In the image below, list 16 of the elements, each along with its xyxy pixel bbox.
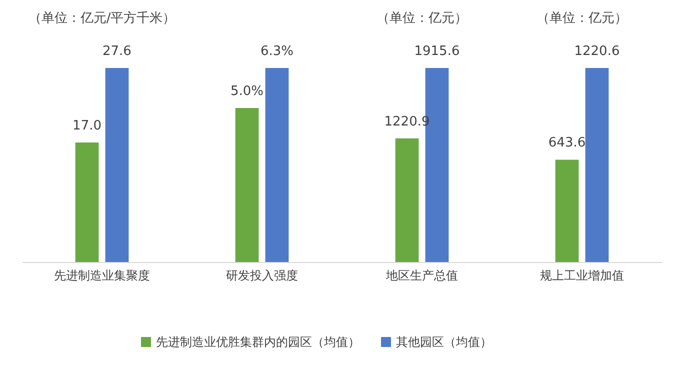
data-label: 27.6: [102, 44, 132, 59]
data-label: 1220.6: [574, 44, 620, 59]
x-tick-label: 研发投入强度: [226, 268, 298, 282]
text: （单位：亿元）: [536, 11, 628, 26]
data-label: 5.0%: [230, 84, 264, 100]
text: （单位：亿元）: [376, 11, 468, 26]
data-label: 1915.6: [414, 44, 460, 59]
x-tick-label: 先进制造业集聚度: [54, 268, 150, 282]
legend-label: 其他园区（均值）: [396, 335, 492, 349]
x-tick-label: 规上工业增加值: [540, 268, 624, 282]
text: （单位：亿元/平方千米）: [28, 10, 176, 26]
data-label: 643.6: [548, 136, 586, 151]
x-tick-label: 地区生产总值: [385, 268, 458, 282]
legend-label: 先进制造业优胜集群内的园区（均值）: [156, 335, 360, 349]
data-label: 6.3%: [260, 44, 294, 59]
data-label: 17.0: [72, 118, 102, 134]
